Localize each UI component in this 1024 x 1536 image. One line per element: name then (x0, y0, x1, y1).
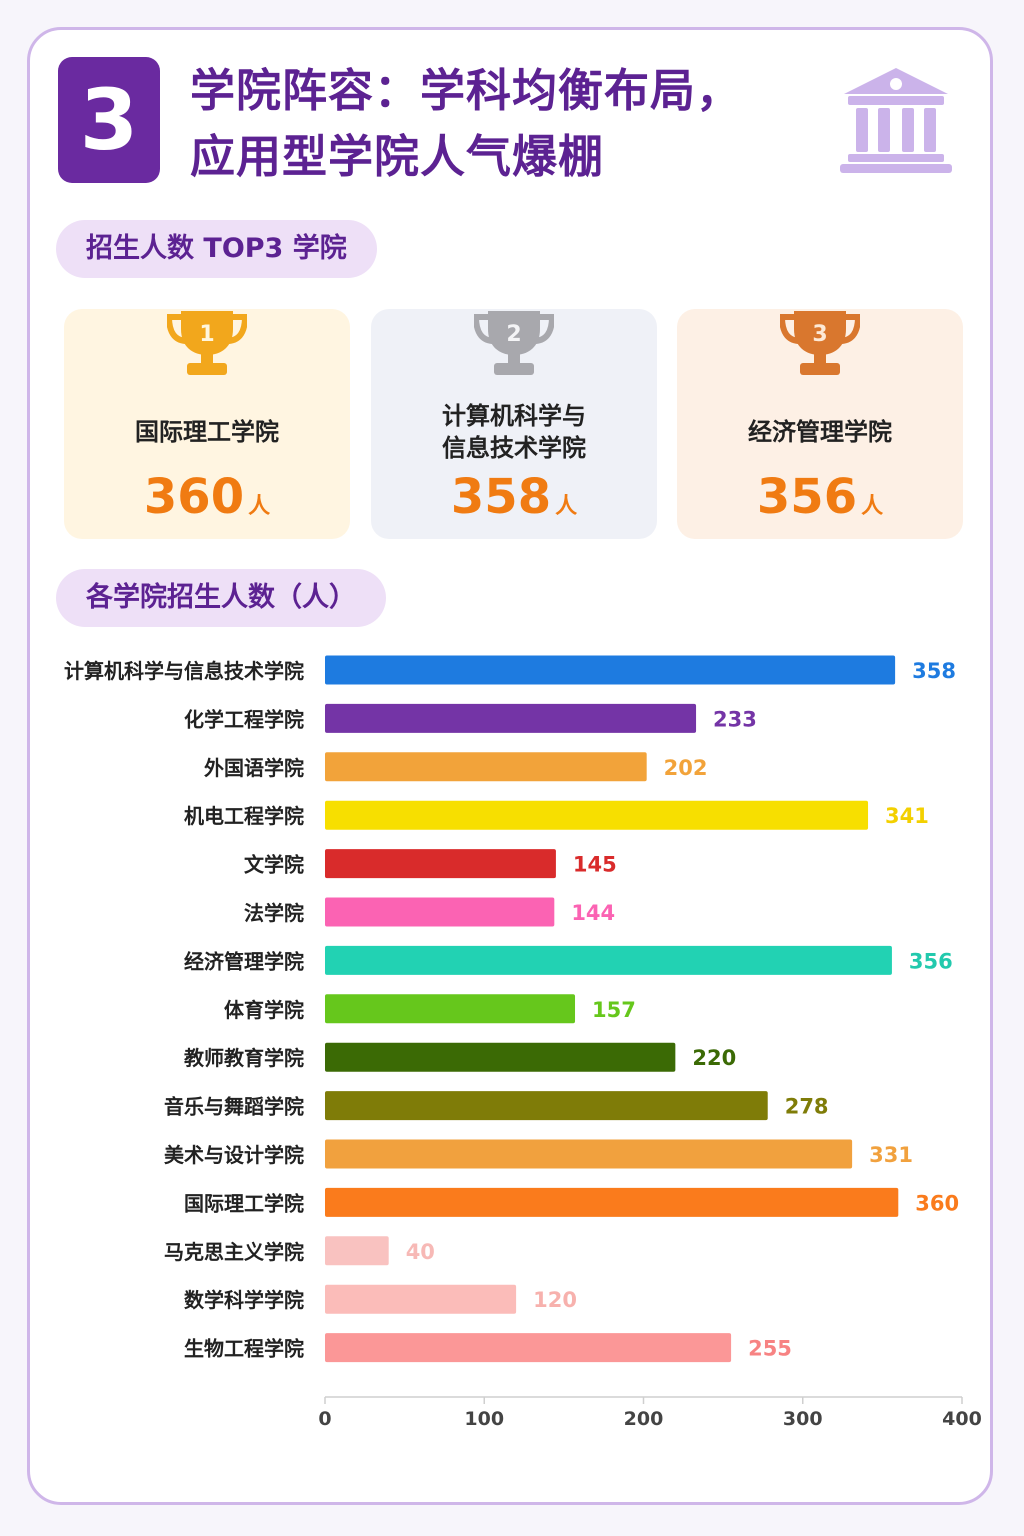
category-label: 外国语学院 (204, 756, 304, 780)
bar (325, 752, 647, 782)
bar-value-label: 341 (885, 804, 929, 828)
bar (325, 655, 896, 685)
category-label: 马克思主义学院 (164, 1240, 304, 1264)
top3-count: 356 人 (677, 467, 963, 537)
x-tick-label: 200 (624, 1408, 664, 1430)
bar-value-label: 278 (785, 1095, 829, 1119)
category-label: 计算机科学与信息技术学院 (64, 659, 304, 683)
top3-card-1: 1 国际理工学院 360 人 (64, 309, 350, 539)
top3-college-name: 计算机科学与 信息技术学院 (371, 395, 657, 469)
category-label: 国际理工学院 (184, 1191, 304, 1215)
top3-count-unit: 人 (248, 494, 271, 519)
bar-value-label: 356 (909, 949, 953, 973)
trophy-icon: 3 (780, 311, 860, 375)
bar (325, 849, 556, 879)
bar (325, 1042, 676, 1072)
category-label: 美术与设计学院 (164, 1143, 304, 1167)
x-tick-label: 400 (942, 1408, 982, 1430)
bar (325, 703, 697, 733)
section-title: 学院阵容：学科均衡布局， 应用型学院人气爆棚 (190, 58, 820, 190)
top3-count: 358 人 (371, 467, 657, 537)
trophy-rank-label: 1 (199, 322, 214, 347)
top3-college-name: 经济管理学院 (677, 395, 963, 469)
top3-name-line1: 经济管理学院 (748, 418, 892, 446)
trophy-icon: 1 (167, 311, 247, 375)
top3-college-name: 国际理工学院 (64, 395, 350, 469)
title-line-2: 应用型学院人气爆棚 (190, 130, 605, 183)
bar-value-label: 120 (533, 1288, 577, 1312)
bar-value-label: 233 (713, 707, 757, 731)
bar-value-label: 220 (692, 1046, 736, 1070)
top3-count-unit: 人 (861, 494, 884, 519)
category-label: 数学科学学院 (184, 1288, 304, 1312)
section-number-badge: 3 (58, 57, 160, 183)
bar-value-label: 255 (748, 1337, 792, 1361)
x-tick-label: 100 (464, 1408, 504, 1430)
category-label: 法学院 (244, 901, 304, 925)
bar (325, 1187, 899, 1217)
category-label: 文学院 (244, 853, 304, 877)
bar (325, 800, 869, 830)
top3-heading-pill: 招生人数 TOP3 学院 (56, 220, 377, 278)
bar (325, 1236, 389, 1266)
top3-name-line2: 信息技术学院 (442, 434, 586, 462)
top3-count: 360 人 (64, 467, 350, 537)
top3-name-line1: 计算机科学与 (442, 402, 586, 430)
bar (325, 1139, 853, 1169)
bar-value-label: 202 (664, 756, 708, 780)
trophy-rank-label: 3 (812, 322, 827, 347)
bar (325, 994, 576, 1024)
trophy-rank-label: 2 (506, 322, 521, 347)
top3-card-3: 3 经济管理学院 356 人 (677, 309, 963, 539)
top3-count-unit: 人 (555, 494, 578, 519)
category-label: 经济管理学院 (184, 949, 304, 973)
bar-value-label: 145 (573, 853, 617, 877)
chart-heading-pill: 各学院招生人数（人） (56, 569, 386, 627)
bar-value-label: 40 (406, 1240, 435, 1264)
bar-value-label: 360 (915, 1191, 959, 1215)
category-label: 机电工程学院 (184, 804, 304, 828)
category-label: 体育学院 (224, 998, 304, 1022)
top3-card-2: 2 计算机科学与 信息技术学院 358 人 (371, 309, 657, 539)
bar (325, 1091, 768, 1121)
category-label: 音乐与舞蹈学院 (164, 1095, 304, 1119)
bar (325, 945, 892, 975)
top3-count-value: 360 (143, 469, 245, 525)
category-label: 化学工程学院 (184, 707, 304, 731)
category-label: 教师教育学院 (184, 1046, 304, 1070)
bar (325, 1333, 732, 1363)
top3-count-value: 358 (450, 469, 552, 525)
bar (325, 1284, 517, 1314)
bar-value-label: 144 (571, 901, 615, 925)
trophy-icon: 2 (474, 311, 554, 375)
bar-value-label: 358 (912, 659, 956, 683)
bar (325, 897, 555, 927)
x-tick-label: 0 (318, 1408, 331, 1430)
bar-value-label: 157 (592, 998, 636, 1022)
category-label: 生物工程学院 (184, 1337, 304, 1361)
bar-chart: 计算机科学与信息技术学院 358 化学工程学院 233 外国语学院 202 机电工程学院 34… (64, 655, 982, 1430)
bar-value-label: 331 (869, 1143, 913, 1167)
top3-count-value: 356 (756, 469, 858, 525)
building-icon (840, 68, 952, 173)
top3-name-line1: 国际理工学院 (135, 418, 279, 446)
x-tick-label: 300 (783, 1408, 823, 1430)
title-line-1: 学院阵容：学科均衡布局， (190, 64, 743, 117)
